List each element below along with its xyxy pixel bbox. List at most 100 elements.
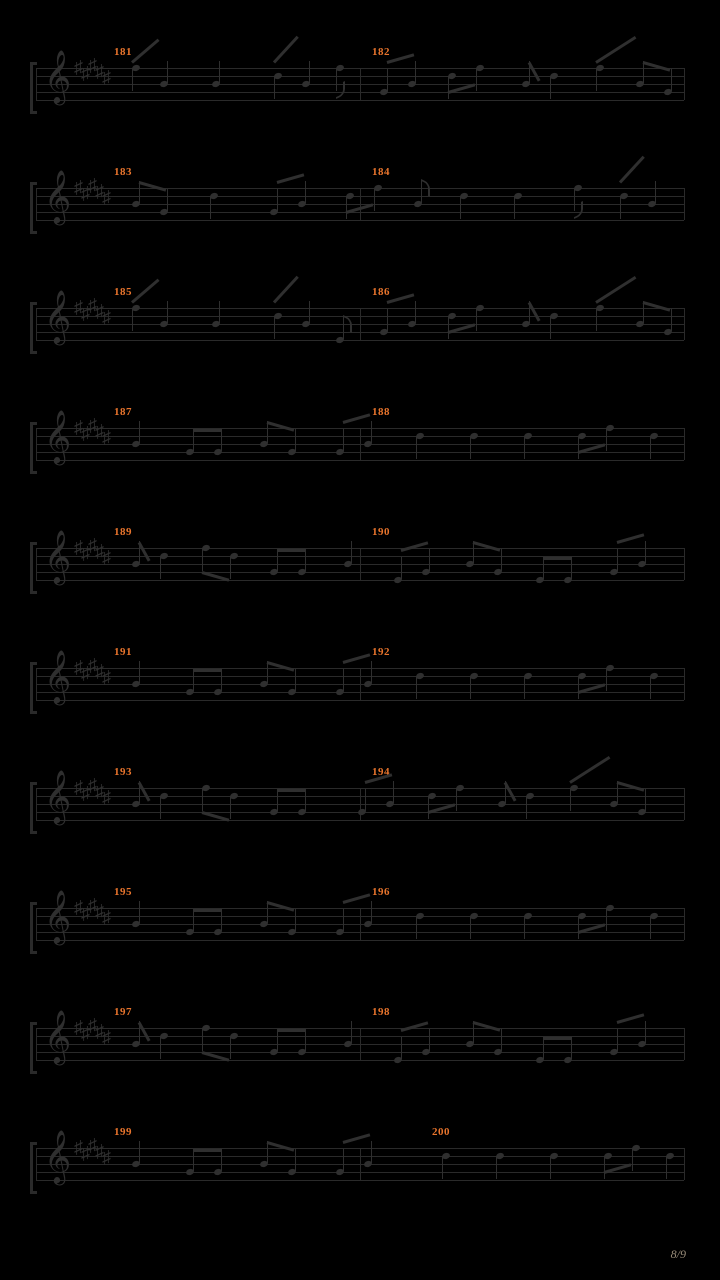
sheet-music-page: 𝄞♯♯♯♯♯181182𝄞♯♯♯♯♯183184𝄞♯♯♯♯♯185186𝄞♯♯♯… bbox=[36, 40, 684, 1240]
barline bbox=[360, 908, 361, 940]
note-stem bbox=[666, 1157, 667, 1179]
note-stem bbox=[210, 197, 211, 219]
note-beam bbox=[569, 756, 610, 784]
barline bbox=[36, 668, 37, 700]
note-beam bbox=[193, 909, 221, 912]
note-stem bbox=[167, 189, 168, 211]
staff-line bbox=[36, 100, 684, 101]
note-stem bbox=[374, 189, 375, 211]
treble-clef: 𝄞 bbox=[44, 294, 71, 340]
note-stem bbox=[401, 1037, 402, 1059]
note-beam bbox=[277, 789, 305, 792]
measure-number: 183 bbox=[114, 166, 132, 178]
note-stem bbox=[671, 309, 672, 331]
note-stem bbox=[202, 1029, 203, 1051]
note-stem bbox=[650, 437, 651, 459]
measure-number: 188 bbox=[372, 406, 390, 418]
page-footer: 8/9 bbox=[671, 1247, 686, 1262]
sharp-glyph: ♯ bbox=[102, 672, 111, 682]
barline bbox=[360, 188, 361, 220]
note-stem bbox=[202, 789, 203, 811]
note-stem bbox=[139, 421, 140, 443]
note-stem bbox=[230, 557, 231, 579]
note-stem bbox=[460, 197, 461, 219]
note-stem bbox=[578, 917, 579, 939]
note-beam bbox=[273, 36, 299, 64]
barline bbox=[360, 308, 361, 340]
note-stem bbox=[139, 901, 140, 923]
note-stem bbox=[429, 1029, 430, 1051]
note-stem bbox=[401, 557, 402, 579]
staff-system: 𝄞♯♯♯♯♯189190 bbox=[36, 520, 684, 604]
note-stem bbox=[309, 61, 310, 83]
barline bbox=[360, 1028, 361, 1060]
note-stem bbox=[645, 1021, 646, 1043]
staff-system: 𝄞♯♯♯♯♯187188 bbox=[36, 400, 684, 484]
note-stem bbox=[596, 69, 597, 91]
staff-line bbox=[36, 700, 684, 701]
note-beam bbox=[277, 549, 305, 552]
note-stem bbox=[343, 429, 344, 451]
measure-number: 190 bbox=[372, 526, 390, 538]
note-stem bbox=[606, 429, 607, 451]
barline bbox=[684, 428, 685, 460]
note-stem bbox=[230, 1037, 231, 1059]
note-beam bbox=[193, 1149, 221, 1152]
note-beam bbox=[619, 156, 645, 184]
note-stem bbox=[371, 421, 372, 443]
note-stem bbox=[501, 549, 502, 571]
note-stem bbox=[219, 61, 220, 83]
note-stem bbox=[578, 677, 579, 699]
note-stem bbox=[160, 797, 161, 819]
note-stem bbox=[160, 1037, 161, 1059]
note-stem bbox=[387, 309, 388, 331]
note-stem bbox=[221, 909, 222, 931]
sharp-glyph: ♯ bbox=[102, 192, 111, 202]
measure-number: 196 bbox=[372, 886, 390, 898]
note-stem bbox=[343, 669, 344, 691]
measure-number: 181 bbox=[114, 46, 132, 58]
note-beam bbox=[277, 1029, 305, 1032]
staff-system: 𝄞♯♯♯♯♯185186 bbox=[36, 280, 684, 364]
measure-number: 200 bbox=[432, 1126, 450, 1138]
note-stem bbox=[442, 1157, 443, 1179]
measure-number: 182 bbox=[372, 46, 390, 58]
note-stem bbox=[571, 557, 572, 579]
staff-system: 𝄞♯♯♯♯♯191192 bbox=[36, 640, 684, 724]
note-stem bbox=[139, 1141, 140, 1163]
measure-number: 187 bbox=[114, 406, 132, 418]
note-stem bbox=[305, 1029, 306, 1051]
staff-line bbox=[36, 940, 684, 941]
note-beam bbox=[273, 276, 299, 304]
barline bbox=[36, 428, 37, 460]
note-stem bbox=[274, 317, 275, 339]
note-stem bbox=[416, 677, 417, 699]
note-beam bbox=[277, 173, 305, 184]
barline bbox=[684, 788, 685, 820]
note-stem bbox=[346, 197, 347, 219]
note-stem bbox=[514, 197, 515, 219]
note-stem bbox=[578, 437, 579, 459]
barline bbox=[684, 1028, 685, 1060]
note-stem bbox=[416, 437, 417, 459]
staff-system: 𝄞♯♯♯♯♯193194 bbox=[36, 760, 684, 844]
note-beam bbox=[617, 1013, 645, 1024]
note-beam bbox=[543, 1037, 571, 1040]
barline bbox=[684, 668, 685, 700]
note-beam bbox=[343, 413, 371, 424]
measure-number: 199 bbox=[114, 1126, 132, 1138]
note-stem bbox=[221, 669, 222, 691]
note-stem bbox=[295, 429, 296, 451]
staff-system: 𝄞♯♯♯♯♯181182 bbox=[36, 40, 684, 124]
note-stem bbox=[671, 69, 672, 91]
note-stem bbox=[277, 549, 278, 571]
staff-system: 𝄞♯♯♯♯♯199200 bbox=[36, 1120, 684, 1204]
sharp-glyph: ♯ bbox=[102, 912, 111, 922]
sharp-glyph: ♯ bbox=[102, 792, 111, 802]
note-stem bbox=[604, 1157, 605, 1179]
measure-number: 186 bbox=[372, 286, 390, 298]
note-stem bbox=[295, 1149, 296, 1171]
note-stem bbox=[393, 781, 394, 803]
treble-clef: 𝄞 bbox=[44, 174, 71, 220]
note-stem bbox=[221, 1149, 222, 1171]
